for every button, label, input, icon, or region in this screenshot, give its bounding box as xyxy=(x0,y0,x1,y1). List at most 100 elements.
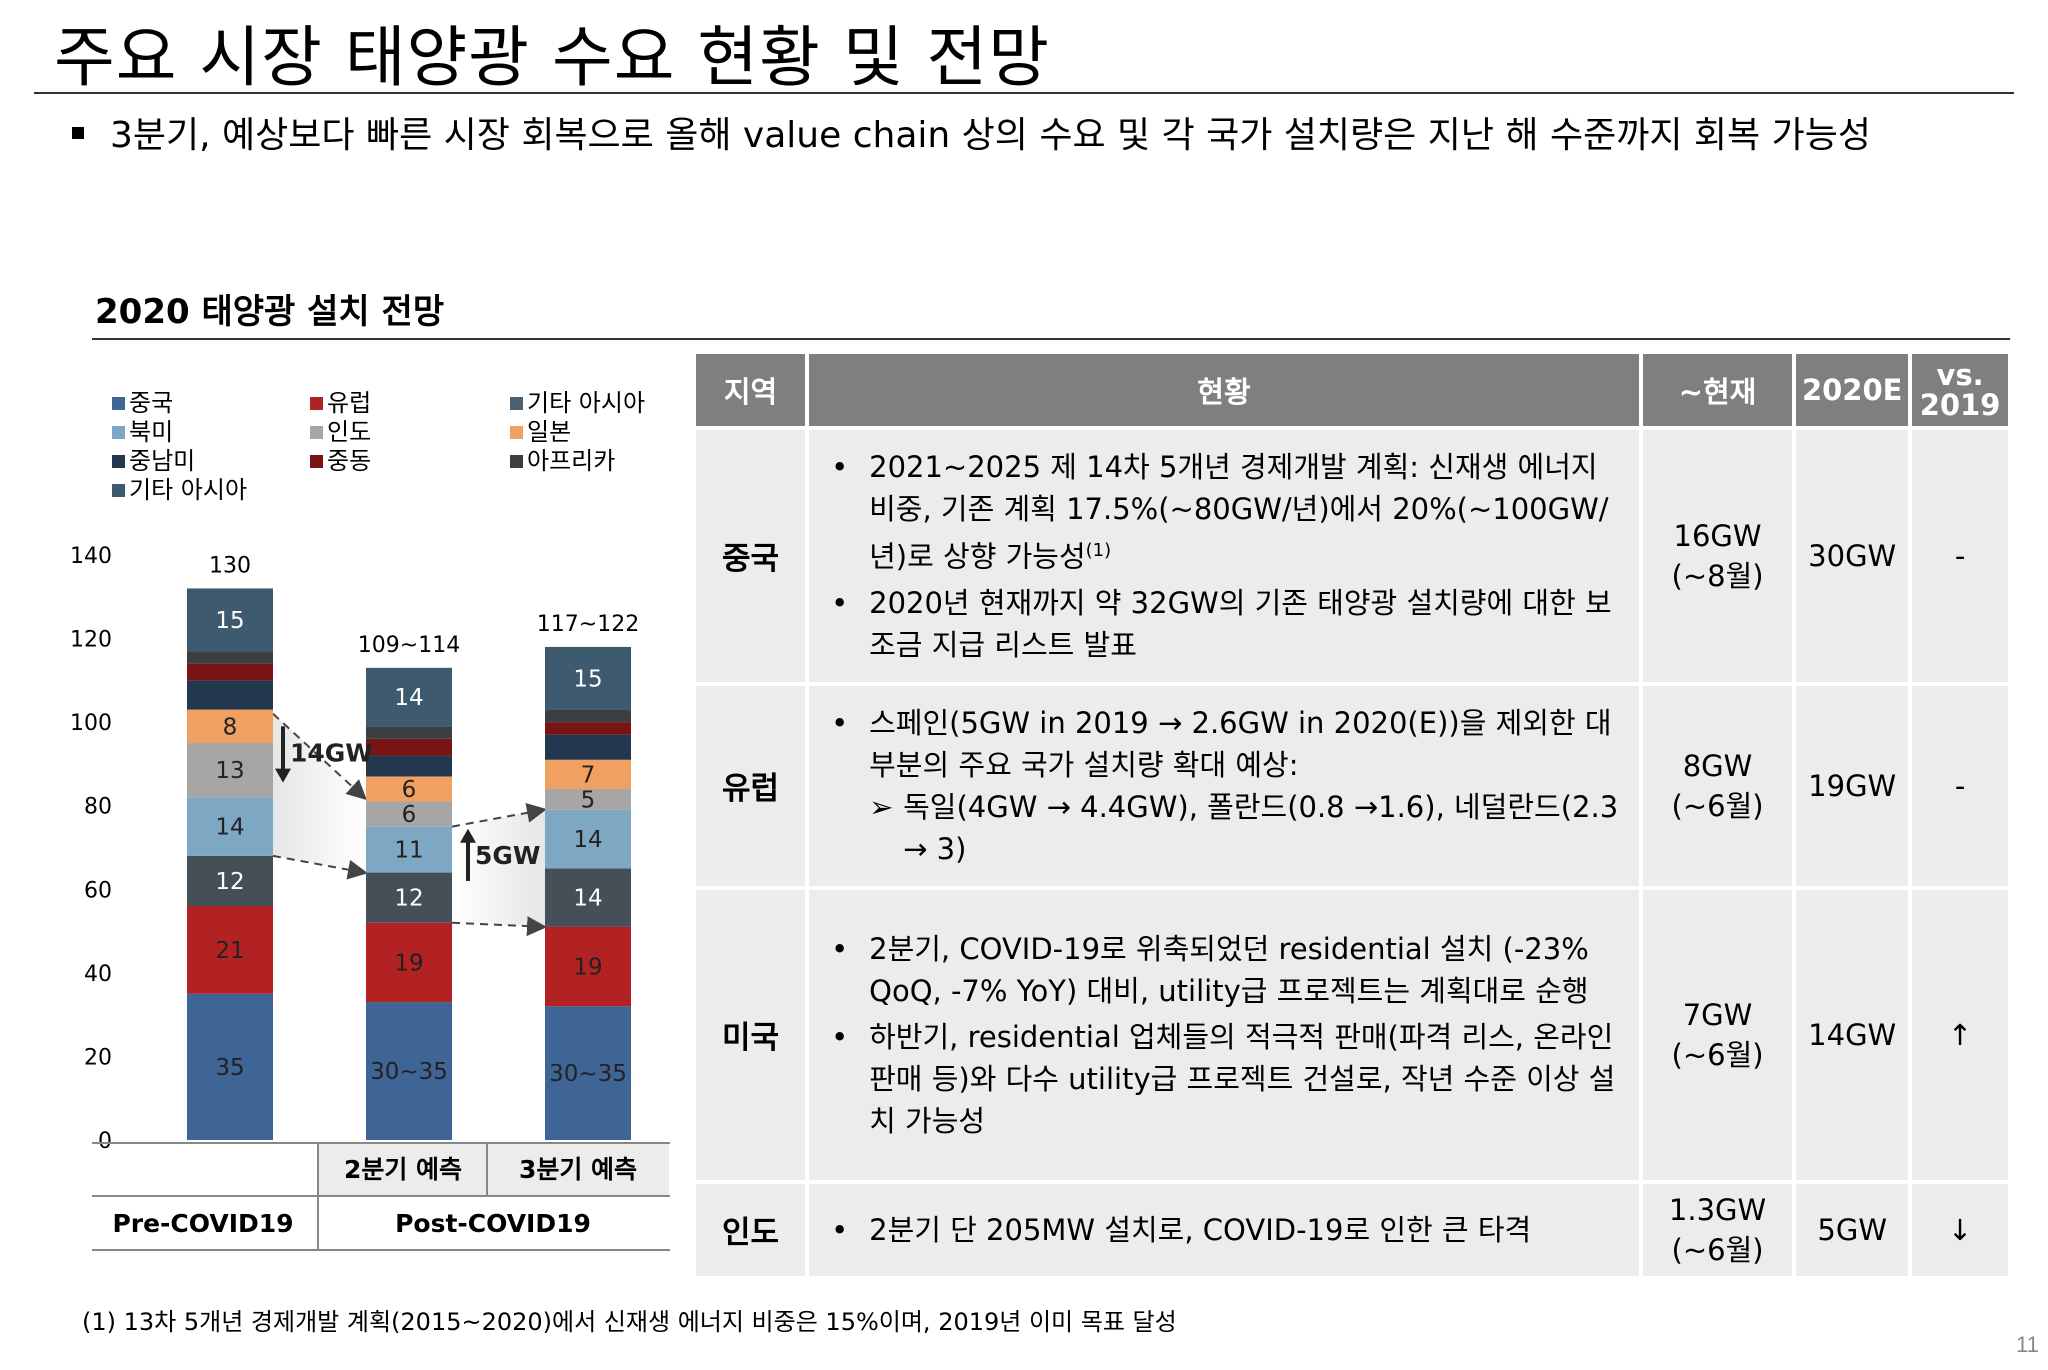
vs-2019-cell: ↑ xyxy=(1912,889,2008,1180)
connector-band xyxy=(452,809,545,927)
bar-segment xyxy=(366,726,452,739)
bar-segment xyxy=(545,734,631,760)
legend-label: 일본 xyxy=(527,418,571,446)
status-item: • 2021~2025 제 14차 5개년 경제개발 계획: 신재생 에너지 비중… xyxy=(831,446,1625,578)
bar-segment xyxy=(187,993,273,1140)
summary-text: 3분기, 예상보다 빠른 시장 회복으로 올해 value chain 상의 수… xyxy=(110,115,1871,156)
summary-bullet: 3분기, 예상보다 빠른 시장 회복으로 올해 value chain 상의 수… xyxy=(72,106,1871,158)
y-tick-label: 20 xyxy=(84,1045,112,1070)
legend-label: 인도 xyxy=(327,418,371,446)
forecast-2020-cell: 19GW xyxy=(1796,685,1909,886)
status-text: 스페인(5GW in 2019 → 2.6GW in 2020(E))을 제외한… xyxy=(869,702,1625,870)
current-value-cell: 16GW (~8월) xyxy=(1642,430,1793,682)
table-row: 중국 • 2021~2025 제 14차 5개년 경제개발 계획: 신재생 에너지 … xyxy=(696,430,2008,682)
bar-segment xyxy=(366,776,452,802)
legend-swatch xyxy=(510,397,523,410)
data-label: 15 xyxy=(215,608,244,634)
category-q3-forecast: 3분기 예측 xyxy=(519,1155,637,1184)
total-label: 117~122 xyxy=(537,612,639,637)
data-label: 11 xyxy=(394,838,423,864)
data-label: 8 xyxy=(223,714,238,740)
data-label: 19 xyxy=(394,950,423,976)
bar-segment xyxy=(366,667,452,727)
y-tick-label: 0 xyxy=(98,1129,112,1154)
status-text: 2021~2025 제 14차 5개년 경제개발 계획: 신재생 에너지 비중,… xyxy=(869,450,1609,574)
bar-segment xyxy=(187,663,273,681)
data-label: 14 xyxy=(394,685,423,711)
status-cell: • 2분기 단 205MW 설치로, COVID-19로 인한 큰 타격 xyxy=(809,1183,1639,1276)
header-2020e: 2020E xyxy=(1796,354,1909,426)
status-item: • 2020년 현재까지 약 32GW의 기존 태양광 설치량에 대한 보조금 지… xyxy=(831,582,1625,666)
bar-segment xyxy=(366,1002,452,1140)
legend-label: 아프리카 xyxy=(527,447,615,475)
status-item: • 2분기 단 205MW 설치로, COVID-19로 인한 큰 타격 xyxy=(831,1209,1625,1251)
bar-segment xyxy=(187,709,273,744)
bar-segment xyxy=(545,789,631,810)
page-title: 주요 시장 태양광 수요 현황 및 전망 xyxy=(54,19,1050,96)
bullet-icon: • xyxy=(831,1212,849,1247)
bar-segment xyxy=(366,826,452,873)
legend-label: 유럽 xyxy=(327,389,371,417)
legend-label: 기타 아시아 xyxy=(527,389,645,417)
y-tick-label: 60 xyxy=(84,878,112,903)
status-text: 2020년 현재까지 약 32GW의 기존 태양광 설치량에 대한 보조금 지급… xyxy=(869,585,1612,662)
data-label: 35 xyxy=(215,1055,244,1081)
bar-segment xyxy=(366,922,452,1003)
bar-segment xyxy=(545,868,631,927)
legend-swatch xyxy=(510,426,523,439)
data-label: 14 xyxy=(573,827,602,853)
data-label: 6 xyxy=(402,777,417,803)
post-covid-header-band xyxy=(319,1144,669,1195)
legend-swatch xyxy=(112,426,125,439)
status-cell: • 스페인(5GW in 2019 → 2.6GW in 2020(E))을 제외… xyxy=(809,685,1639,886)
data-label: 14 xyxy=(215,815,244,841)
bar-segment xyxy=(545,1006,631,1140)
bullet-icon: • xyxy=(831,931,849,966)
region-cell: 중국 xyxy=(696,430,806,682)
forecast-2020-cell: 14GW xyxy=(1796,889,1909,1180)
data-label: 19 xyxy=(573,955,602,981)
status-item: • 2분기, COVID-19로 위축되었던 residential 설치 (-2… xyxy=(831,928,1625,1012)
bar-segment xyxy=(366,801,452,827)
group-pre-covid: Pre-COVID19 xyxy=(112,1209,293,1238)
section-divider xyxy=(92,338,2010,340)
legend-label: 중동 xyxy=(327,447,371,475)
legend-swatch xyxy=(112,397,125,410)
legend-swatch xyxy=(112,484,125,497)
legend-swatch xyxy=(112,455,125,468)
data-label: 21 xyxy=(215,938,244,964)
data-label: 5 xyxy=(581,787,596,813)
table-row: 미국 • 2분기, COVID-19로 위축되었던 residential 설치 (… xyxy=(696,889,2008,1180)
page-number: 11 xyxy=(2016,1332,2039,1357)
connector-line xyxy=(272,854,368,880)
group-post-covid: Post-COVID19 xyxy=(395,1209,591,1238)
bar-segment xyxy=(366,755,452,777)
y-tick-label: 140 xyxy=(70,544,112,569)
annotation-5gw: 5GW xyxy=(475,841,541,870)
connector-line xyxy=(451,916,547,937)
bar-segment xyxy=(545,809,631,869)
connector-line xyxy=(451,802,547,828)
data-label: 7 xyxy=(581,762,596,788)
down-arrow-head-icon xyxy=(275,768,291,783)
bar-segment xyxy=(545,709,631,723)
bullet-icon: • xyxy=(831,450,849,484)
up-arrow-head-icon xyxy=(460,828,476,843)
header-status: 현황 xyxy=(809,354,1639,426)
bar-segment xyxy=(187,906,273,994)
bar-segment xyxy=(545,759,631,789)
data-label: 12 xyxy=(215,869,244,895)
footnote: (1) 13차 5개년 경제개발 계획(2015~2020)에서 신재생 에너지… xyxy=(82,1308,1177,1336)
section-title: 2020 태양광 설치 전망 xyxy=(95,292,445,332)
region-cell: 미국 xyxy=(696,889,806,1180)
legend-label: 중국 xyxy=(129,389,173,417)
title-divider xyxy=(34,92,2014,94)
legend-swatch xyxy=(310,397,323,410)
bullet-marker xyxy=(72,127,84,139)
bar-segment xyxy=(545,646,631,710)
data-label: 14 xyxy=(573,886,602,912)
header-vs-2019: vs. 2019 xyxy=(1912,354,2008,426)
bullet-icon: • xyxy=(831,705,849,740)
data-label: 30~35 xyxy=(370,1059,448,1085)
